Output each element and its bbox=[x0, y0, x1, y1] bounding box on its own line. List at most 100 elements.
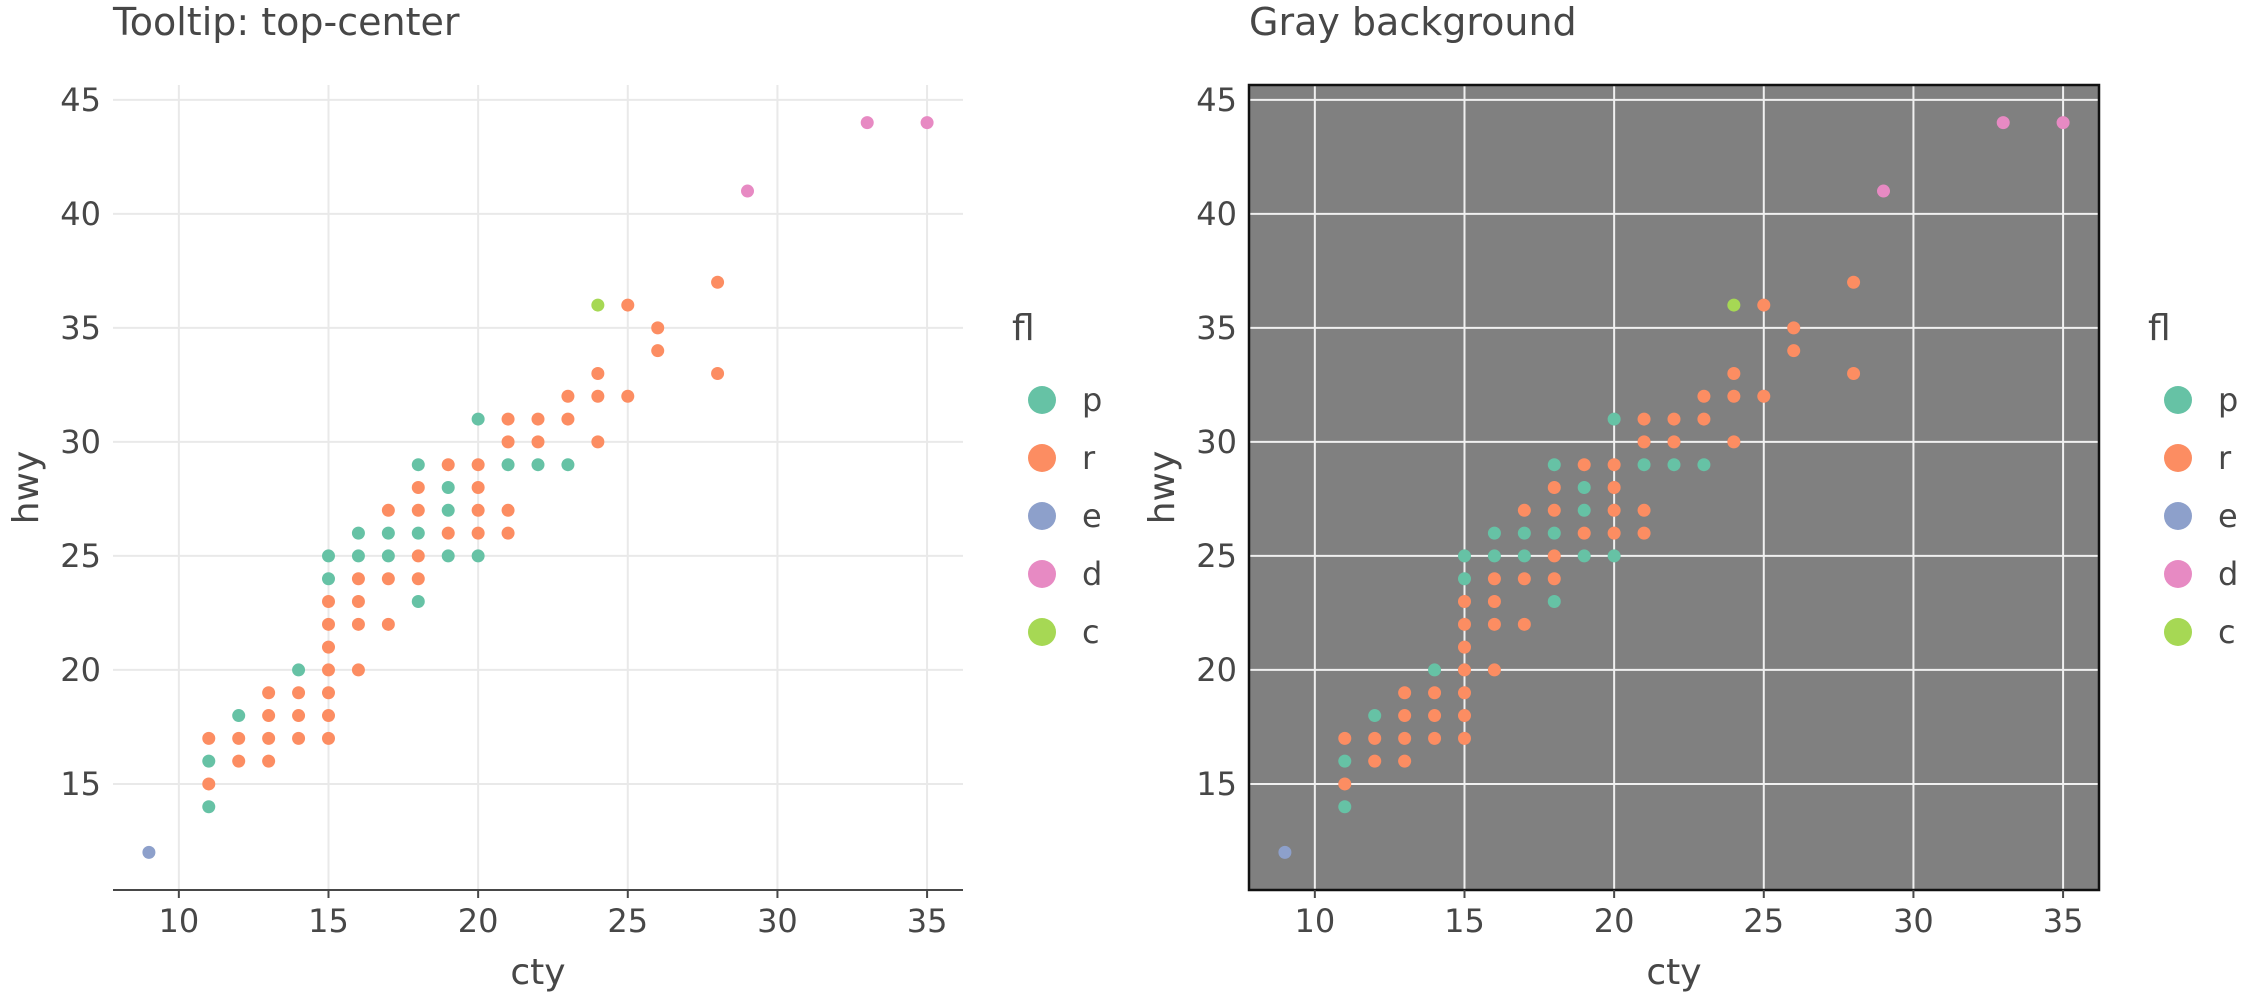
data-point-r[interactable] bbox=[1487, 617, 1501, 631]
data-point-d[interactable] bbox=[741, 184, 755, 198]
data-point-p[interactable] bbox=[202, 754, 216, 768]
data-point-p[interactable] bbox=[1667, 458, 1681, 472]
data-point-r[interactable] bbox=[1607, 526, 1621, 540]
data-point-r[interactable] bbox=[351, 617, 365, 631]
data-point-p[interactable] bbox=[1607, 412, 1621, 426]
data-point-p[interactable] bbox=[441, 503, 455, 517]
data-point-r[interactable] bbox=[1637, 526, 1651, 540]
data-point-r[interactable] bbox=[1697, 389, 1711, 403]
data-point-r[interactable] bbox=[321, 640, 335, 654]
data-point-r[interactable] bbox=[1457, 663, 1471, 677]
data-point-p[interactable] bbox=[471, 549, 485, 563]
data-point-r[interactable] bbox=[202, 731, 216, 745]
data-point-r[interactable] bbox=[441, 458, 455, 472]
data-point-p[interactable] bbox=[381, 549, 395, 563]
data-point-r[interactable] bbox=[1487, 663, 1501, 677]
data-point-e[interactable] bbox=[142, 845, 156, 859]
data-point-r[interactable] bbox=[1547, 572, 1561, 586]
data-point-r[interactable] bbox=[591, 435, 605, 449]
data-point-r[interactable] bbox=[321, 709, 335, 723]
data-point-p[interactable] bbox=[1457, 549, 1471, 563]
data-point-p[interactable] bbox=[1577, 481, 1591, 494]
data-point-r[interactable] bbox=[202, 777, 216, 791]
data-point-p[interactable] bbox=[531, 458, 545, 472]
data-point-r[interactable] bbox=[292, 709, 306, 723]
data-point-r[interactable] bbox=[1457, 640, 1471, 654]
data-point-r[interactable] bbox=[1428, 709, 1442, 723]
data-point-r[interactable] bbox=[1847, 275, 1861, 289]
data-point-p[interactable] bbox=[1637, 458, 1651, 472]
data-point-p[interactable] bbox=[1547, 595, 1561, 609]
data-point-r[interactable] bbox=[381, 572, 395, 586]
data-point-r[interactable] bbox=[411, 572, 425, 586]
data-point-r[interactable] bbox=[381, 503, 395, 517]
data-point-r[interactable] bbox=[1338, 777, 1352, 791]
data-point-r[interactable] bbox=[1727, 366, 1741, 380]
data-point-d[interactable] bbox=[920, 116, 934, 130]
data-point-c[interactable] bbox=[591, 298, 605, 312]
data-point-r[interactable] bbox=[471, 503, 485, 517]
data-point-p[interactable] bbox=[501, 458, 515, 472]
data-point-p[interactable] bbox=[441, 481, 455, 494]
data-point-r[interactable] bbox=[651, 321, 665, 335]
data-point-d[interactable] bbox=[2056, 116, 2070, 130]
data-point-r[interactable] bbox=[1487, 595, 1501, 609]
data-point-r[interactable] bbox=[501, 412, 515, 426]
data-point-r[interactable] bbox=[1338, 731, 1352, 745]
data-point-r[interactable] bbox=[531, 435, 545, 449]
data-point-r[interactable] bbox=[321, 595, 335, 609]
data-point-r[interactable] bbox=[1667, 412, 1681, 426]
data-point-r[interactable] bbox=[262, 731, 276, 745]
data-point-r[interactable] bbox=[1727, 435, 1741, 449]
data-point-p[interactable] bbox=[321, 549, 335, 563]
data-point-p[interactable] bbox=[411, 526, 425, 540]
data-point-r[interactable] bbox=[1398, 731, 1412, 745]
data-point-r[interactable] bbox=[321, 686, 335, 700]
data-point-r[interactable] bbox=[292, 686, 306, 700]
data-point-p[interactable] bbox=[411, 458, 425, 472]
data-point-r[interactable] bbox=[621, 298, 635, 312]
data-point-r[interactable] bbox=[292, 731, 306, 745]
data-point-r[interactable] bbox=[651, 344, 665, 358]
data-point-r[interactable] bbox=[1368, 731, 1382, 745]
data-point-r[interactable] bbox=[1637, 435, 1651, 449]
data-point-r[interactable] bbox=[1577, 526, 1591, 540]
data-point-d[interactable] bbox=[860, 116, 874, 130]
data-point-r[interactable] bbox=[232, 731, 246, 745]
data-point-d[interactable] bbox=[1877, 184, 1891, 198]
data-point-r[interactable] bbox=[591, 366, 605, 380]
data-point-r[interactable] bbox=[1457, 731, 1471, 745]
data-point-r[interactable] bbox=[1457, 617, 1471, 631]
data-point-p[interactable] bbox=[1487, 549, 1501, 563]
data-point-r[interactable] bbox=[471, 458, 485, 472]
data-point-r[interactable] bbox=[711, 366, 725, 380]
data-point-p[interactable] bbox=[1338, 800, 1352, 814]
data-point-p[interactable] bbox=[1697, 458, 1711, 472]
data-point-r[interactable] bbox=[501, 526, 515, 540]
data-point-r[interactable] bbox=[1457, 595, 1471, 609]
data-point-p[interactable] bbox=[1607, 549, 1621, 563]
data-point-r[interactable] bbox=[351, 595, 365, 609]
data-point-r[interactable] bbox=[1577, 458, 1591, 472]
data-point-r[interactable] bbox=[1607, 481, 1621, 494]
data-point-r[interactable] bbox=[1517, 572, 1531, 586]
data-point-r[interactable] bbox=[711, 275, 725, 289]
data-point-r[interactable] bbox=[1847, 366, 1861, 380]
data-point-p[interactable] bbox=[292, 663, 306, 677]
data-point-d[interactable] bbox=[1996, 116, 2010, 130]
data-point-r[interactable] bbox=[1547, 549, 1561, 563]
data-point-r[interactable] bbox=[441, 526, 455, 540]
data-point-r[interactable] bbox=[1697, 412, 1711, 426]
data-point-p[interactable] bbox=[1547, 526, 1561, 540]
data-point-r[interactable] bbox=[1757, 298, 1771, 312]
data-point-p[interactable] bbox=[1457, 572, 1471, 586]
data-point-p[interactable] bbox=[232, 709, 246, 723]
data-point-p[interactable] bbox=[471, 412, 485, 426]
data-point-p[interactable] bbox=[351, 549, 365, 563]
data-point-r[interactable] bbox=[1637, 503, 1651, 517]
data-point-r[interactable] bbox=[1517, 503, 1531, 517]
data-point-p[interactable] bbox=[1517, 549, 1531, 563]
data-point-r[interactable] bbox=[262, 686, 276, 700]
data-point-r[interactable] bbox=[1607, 458, 1621, 472]
data-point-r[interactable] bbox=[1547, 481, 1561, 494]
